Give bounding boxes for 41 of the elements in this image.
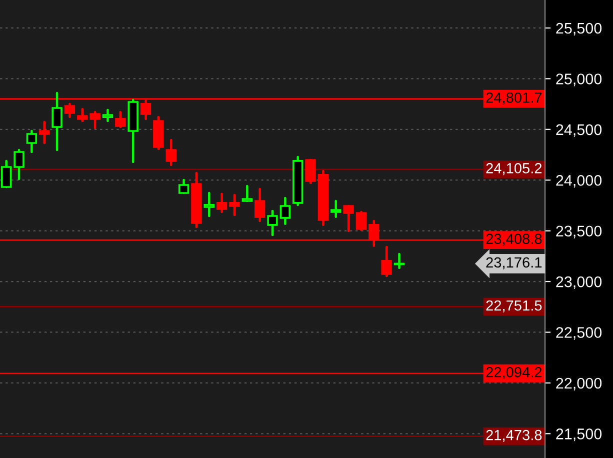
- ref-line-label: 23,408.8: [486, 234, 542, 246]
- candlestick: [381, 246, 392, 278]
- ref-line-label: 22,751.5: [486, 300, 542, 312]
- candlestick: [343, 204, 354, 232]
- y-tick-label: 23,500: [556, 226, 602, 238]
- ref-line-label: 24,105.2: [486, 163, 542, 176]
- candlestick: [64, 102, 76, 118]
- y-tick-label: 24,500: [556, 124, 602, 137]
- ref-line-label: 21,473.8: [486, 430, 542, 442]
- candlestick: [330, 200, 342, 218]
- candlestick: [394, 252, 405, 270]
- candlestick: [0, 160, 12, 188]
- candlestick: [102, 108, 114, 122]
- candlestick: [178, 178, 190, 194]
- y-tick-label: 25,000: [556, 74, 602, 86]
- y-tick-label: 22,500: [556, 327, 602, 340]
- annotation: 23,176.1: [486, 257, 542, 270]
- y-tick-label: 21,500: [556, 428, 602, 442]
- ref-line-label: 24,801.7: [486, 92, 542, 104]
- y-tick-label: 22,000: [556, 378, 602, 390]
- candlestick: [242, 184, 252, 202]
- y-tick-label: 25,500: [556, 22, 602, 36]
- candlestick: [356, 210, 367, 232]
- candlestick: [39, 120, 50, 144]
- candlestick: [166, 138, 176, 166]
- ref-line-label: 22,094.2: [486, 366, 542, 380]
- candlestick: [26, 130, 38, 154]
- candlestick: [77, 108, 88, 122]
- candlestick: [115, 110, 126, 128]
- candlestick: [216, 192, 228, 214]
- candlestick: [254, 188, 266, 222]
- y-tick-label: 23,000: [556, 276, 602, 290]
- candlestick: [204, 192, 214, 218]
- candlestick: [14, 148, 24, 180]
- candlestick: [229, 194, 240, 216]
- candlestick: [90, 110, 100, 130]
- candlestick: [52, 92, 62, 152]
- y-tick-label: 24,000: [556, 174, 602, 188]
- candlestick: [305, 158, 316, 184]
- candlestick: [280, 196, 291, 226]
- candlestick: [267, 210, 278, 236]
